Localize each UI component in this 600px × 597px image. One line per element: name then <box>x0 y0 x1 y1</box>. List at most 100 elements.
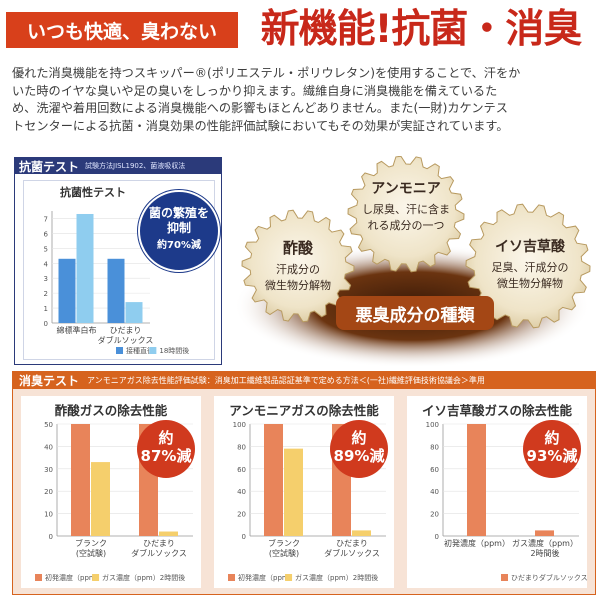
legend-swatch <box>35 574 42 581</box>
bar <box>91 462 110 536</box>
y-tick-label: 80 <box>430 443 439 451</box>
deodorant-title: 消臭テスト <box>19 374 80 388</box>
x-category-label: (空試験) <box>76 548 106 558</box>
x-category-label: ガス濃度（ppm） <box>512 538 578 548</box>
gear-name: 酢酸 <box>282 239 313 257</box>
legend-label: 18時間後 <box>159 346 189 355</box>
legend-swatch <box>228 574 235 581</box>
reduction-badge: 約 87%減 <box>137 420 195 478</box>
badge-line: 抑制 <box>166 221 191 235</box>
badge-value: 93%減 <box>526 447 578 465</box>
badge-prefix: 約 <box>544 429 560 447</box>
y-tick-label: 80 <box>237 443 246 451</box>
badge-prefix: 約 <box>158 429 174 447</box>
x-category-label: 綿標準白布 <box>57 325 97 335</box>
y-tick-label: 6 <box>44 230 49 238</box>
legend-label: 接種直後 <box>126 346 154 355</box>
y-tick-label: 20 <box>430 511 439 519</box>
antibacterial-badge: 菌の繁殖を 抑制 約70%減 <box>138 190 220 272</box>
y-tick-label: 2 <box>44 290 48 298</box>
gear-desc: 足臭、汗成分の <box>491 261 569 274</box>
y-tick-label: 0 <box>242 533 246 541</box>
x-category-label: 初発濃度（ppm） <box>444 538 510 548</box>
y-tick-label: 4 <box>44 260 49 268</box>
deodorant-header: 消臭テスト アンモニアガス除去性能評価試験：消臭加工繊維製品認証基準で定める方法… <box>13 372 595 389</box>
legend-label: ガス濃度（ppm）2時間後 <box>295 573 378 582</box>
x-category-label: ダブルソックス <box>98 335 154 345</box>
x-category-label: ダブルソックス <box>324 548 380 558</box>
legend-swatch <box>149 347 157 354</box>
gear-desc: 汗成分の <box>276 263 320 276</box>
bar <box>71 424 90 536</box>
bar <box>284 448 303 536</box>
deodorant-card-isovaleric: イソ吉草酸ガスの除去性能 0 20 40 60 80 100 初発濃度（ppm） ガス濃度（p… <box>407 396 587 588</box>
y-tick-label: 60 <box>430 466 439 474</box>
legend-label: ひだまりダブルソックス <box>511 573 587 582</box>
y-tick-label: 10 <box>44 511 53 519</box>
y-tick-label: 40 <box>44 443 53 451</box>
intro-line: いた時のイヤな臭いや足の臭いをしっかり抑えます。繊維自身に消臭機能を備えているた <box>12 83 498 98</box>
y-tick-label: 1 <box>44 305 48 313</box>
legend-label: 初発濃度（ppm） <box>238 573 296 582</box>
legend-label: 初発濃度（ppm） <box>45 573 103 582</box>
x-category-label: ブランク <box>75 538 107 548</box>
x-category-label: ダブルソックス <box>131 548 187 558</box>
gear-isovaleric <box>465 203 591 329</box>
y-tick-label: 40 <box>237 488 246 496</box>
y-tick-label: 100 <box>426 421 439 429</box>
legend-swatch <box>501 574 508 581</box>
reduction-badge: 約 93%減 <box>523 420 581 478</box>
deodorant-method: アンモニアガス除去性能評価試験：消臭加工繊維製品認証基準で定める方法＜(一社)繊… <box>87 376 485 385</box>
gear-acetic <box>241 209 355 323</box>
y-tick-label: 5 <box>44 245 48 253</box>
intro-line: 優れた消臭機能を持つスキッパー®(ポリエステル・ポリウレタン)を使用することで、… <box>12 66 521 80</box>
header-badge-text: いつも快適、臭わない <box>26 20 217 43</box>
x-category-label: ひだまり <box>143 539 175 548</box>
deodorant-panel: 消臭テスト アンモニアガス除去性能評価試験：消臭加工繊維製品認証基準で定める方法… <box>12 371 596 595</box>
isovaleric-chart: 0 20 40 60 80 100 初発濃度（ppm） ガス濃度（ppm）2時間後ひだまりダブ… <box>426 421 587 582</box>
gear-label-ammonia: アンモニア し尿臭、汗に含ま れる成分の一つ <box>356 178 456 233</box>
legend-label: ガス濃度（ppm）2時間後 <box>102 573 185 582</box>
gear-desc: 微生物分解物 <box>265 279 331 292</box>
legend-swatch <box>116 347 123 354</box>
legend-swatch <box>285 574 293 581</box>
antibacterial-header: 抗菌テスト 試験方法JISL1902、菌液吸収法 <box>15 158 221 174</box>
intro-line: め、洗濯や着用回数による消臭機能への影響もほとんどありません。また(一財)カケン… <box>12 101 508 116</box>
bar <box>125 302 143 323</box>
chart-title: イソ吉草酸ガスの除去性能 <box>421 403 572 418</box>
y-tick-label: 60 <box>237 466 246 474</box>
gear-name: イソ吉草酸 <box>495 239 565 255</box>
deodorant-card-ammonia: アンモニアガスの除去性能 0 20 40 60 80 100 ブランク (空試験) ひだまり ダブ… <box>214 396 394 588</box>
x-category-label: 2時間後 <box>530 548 559 558</box>
odor-types-label: 悪臭成分の種類 <box>336 296 494 330</box>
antibacterial-title: 抗菌テスト <box>19 159 80 174</box>
chart-title: 抗菌性テスト <box>60 185 126 199</box>
bar <box>58 258 76 323</box>
y-tick-label: 0 <box>44 320 48 328</box>
y-tick-label: 7 <box>44 215 48 223</box>
chart-title: アンモニアガスの除去性能 <box>229 403 379 418</box>
badge-value: 89%減 <box>333 447 385 465</box>
header-badge: いつも快適、臭わない <box>6 12 238 48</box>
badge-reduction: 約70%減 <box>157 240 201 251</box>
x-category-label: ひだまり <box>110 326 142 335</box>
gear-desc: 微生物分解物 <box>497 277 563 290</box>
x-category-label: ひだまり <box>336 539 368 548</box>
bar <box>76 213 94 323</box>
y-tick-label: 50 <box>44 421 53 429</box>
x-category-label: ブランク <box>268 538 300 548</box>
page-title: 新機能!抗菌・消臭 <box>260 7 583 52</box>
chart-title: 酢酸ガスの除去性能 <box>54 403 168 418</box>
gear-name: アンモニア <box>371 181 441 197</box>
y-tick-label: 0 <box>435 533 439 541</box>
legend-swatch <box>92 574 100 581</box>
bar <box>159 531 178 536</box>
deodorant-card-acetic: 酢酸ガスの除去性能 0 10 20 30 40 50 ブランク (空試験) ひだまり ダブルソック… <box>21 396 201 588</box>
y-tick-label: 20 <box>44 488 53 496</box>
intro-line: トセンターによる抗菌・消臭効果の性能評価試験においてもその効果が実証されています… <box>12 119 509 134</box>
gear-desc: し尿臭、汗に含ま <box>362 203 450 216</box>
antibacterial-method: 試験方法JISL1902、菌液吸収法 <box>85 162 186 170</box>
x-category-label: (空試験) <box>269 548 299 558</box>
badge-line: 菌の繁殖を <box>148 206 209 220</box>
